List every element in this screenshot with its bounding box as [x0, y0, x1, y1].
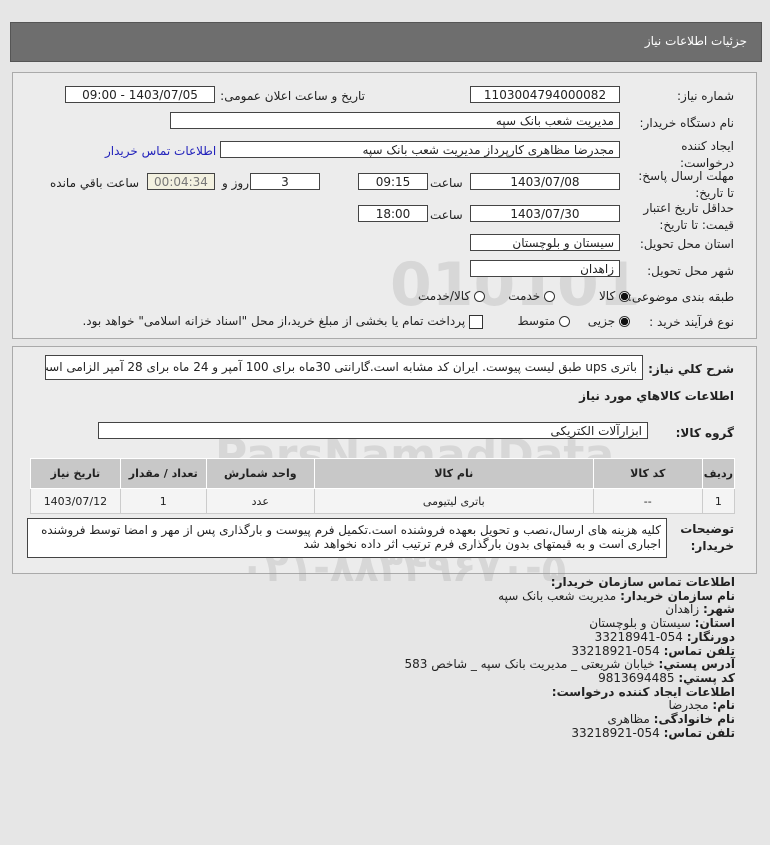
process-medium-radio[interactable]: متوسط	[517, 314, 570, 328]
buyer-label: نام دستگاه خریدار:	[639, 116, 735, 130]
buyer-contact-info: اطلاعات تماس سازمان خریدار: نام سازمان خ…	[404, 575, 736, 740]
category-service-radio[interactable]: خدمت	[508, 289, 555, 303]
creator-field: مجدرضا مظاهری کارپرداز مدیریت شعب بانک س…	[220, 141, 620, 158]
radio-selected-icon[interactable]	[619, 316, 630, 327]
province-label: استان:	[694, 616, 735, 631]
validity-date-field: 1403/07/30	[470, 205, 620, 222]
process-minor-radio[interactable]: جزیی	[588, 314, 630, 328]
creator-label: ایجاد کننده درخواست:	[680, 139, 734, 170]
cell-row: 1	[701, 488, 736, 514]
page-header: جزئیات اطلاعات نیاز	[10, 22, 762, 62]
family-label: نام خانوادگی:	[653, 712, 735, 727]
phone-value: 054-33218921	[571, 643, 660, 658]
city-field: زاهدان	[470, 260, 620, 277]
need-number-label: شماره نیاز:	[677, 89, 734, 103]
process-label: نوع فرآیند خرید :	[649, 315, 734, 329]
radio-icon[interactable]	[559, 316, 570, 327]
postal-label: کد پستي:	[678, 670, 735, 685]
category-label: طبقه بندی موضوعی:	[627, 290, 734, 304]
category-goods-radio[interactable]: کالا	[599, 289, 630, 303]
days-field: 3	[250, 173, 320, 190]
family-value: مظاهری	[607, 712, 650, 727]
cell-unit: عدد	[205, 488, 315, 514]
desc-field: باتری ups طبق لیست پیوست. ایران کد مشابه…	[45, 355, 643, 380]
col-qty: تعداد / مقدار	[119, 458, 207, 489]
group-label: گروه کالا:	[675, 426, 734, 440]
creator-title: اطلاعات ایجاد کننده درخواست:	[551, 684, 735, 699]
city-label: شهر:	[703, 602, 735, 617]
cell-name: باتری لیتیومی	[313, 488, 594, 514]
contact-title: اطلاعات تماس سازمان خریدار:	[550, 575, 735, 589]
need-number-field: 1103004794000082	[470, 86, 620, 103]
address-value: خیابان شریعتی _ مدیریت بانک سپه _ شاخص 5…	[404, 657, 655, 672]
buyer-contact-link[interactable]: اطلاعات تماس خریدار	[105, 144, 217, 158]
name-label: نام:	[712, 698, 735, 713]
name-value: مجدرضا	[668, 698, 709, 713]
deadline-time-field: 09:15	[358, 173, 428, 190]
cell-code: --	[592, 488, 703, 514]
deadline-time-label: ساعت	[430, 176, 463, 190]
phone-label: تلفن تماس:	[663, 643, 735, 658]
goods-title: اطلاعات كالاهاي مورد نياز	[579, 389, 734, 403]
desc-label: شرح كلي نياز:	[648, 362, 734, 376]
announce-label: تاریخ و ساعت اعلان عمومی:	[220, 89, 365, 103]
remaining-label: ساعت باقي مانده	[50, 176, 140, 190]
group-field: ابزارآلات الکتریکی	[98, 422, 648, 439]
col-unit: واحد شمارش	[205, 458, 315, 489]
fax-label: دورنگار:	[686, 629, 735, 644]
cell-qty: 1	[119, 488, 207, 514]
province-field: سیستان و بلوچستان	[470, 234, 620, 251]
buyer-field: مدیریت شعب بانک سپه	[170, 112, 620, 129]
validity-label: حداقل تاریخ اعتبار قیمت: تا تاریخ:	[643, 201, 734, 232]
announce-field: 1403/07/05 - 09:00	[65, 86, 215, 103]
col-date: تاریخ نیاز	[30, 458, 121, 489]
table-header-row: ردیف کد کالا نام کالا واحد شمارش تعداد /…	[30, 458, 736, 489]
col-code: کد کالا	[592, 458, 703, 489]
days-label: روز و	[222, 176, 249, 190]
province-label: استان محل تحویل:	[639, 237, 734, 251]
checkbox-icon[interactable]	[469, 314, 483, 329]
postal-value: 9813694485	[598, 670, 675, 685]
address-label: آدرس پستي:	[658, 657, 735, 672]
deadline-date-field: 1403/07/08	[470, 173, 620, 190]
category-both-radio[interactable]: کالا/خدمت	[418, 289, 485, 303]
cell-date: 1403/07/12	[30, 488, 121, 514]
treasury-checkbox[interactable]: پرداخت تمام یا بخشی از مبلغ خرید،از محل …	[82, 314, 483, 329]
col-row: ردیف	[701, 458, 736, 489]
notes-field: کلیه هزینه های ارسال،نصب و تحویل بعهده ف…	[27, 518, 667, 558]
page-title: جزئیات اطلاعات نیاز	[644, 34, 747, 48]
fax-value: 054-33218941	[594, 629, 683, 644]
col-name: نام کالا	[313, 458, 594, 489]
org-value: مدیریت شعب بانک سپه	[498, 588, 617, 603]
radio-selected-icon[interactable]	[619, 291, 630, 302]
org-label: نام سازمان خریدار:	[620, 588, 735, 603]
radio-icon[interactable]	[544, 291, 555, 302]
creator-phone-label: تلفن تماس:	[663, 725, 735, 740]
table-row: 1 -- باتری لیتیومی عدد 1 1403/07/12	[30, 488, 736, 514]
city-value: زاهدان	[665, 602, 700, 617]
province-value: سیستان و بلوچستان	[589, 616, 691, 631]
radio-icon[interactable]	[474, 291, 485, 302]
creator-phone-value: 054-33218921	[571, 725, 660, 740]
validity-time-field: 18:00	[358, 205, 428, 222]
city-label: شهر محل تحویل:	[647, 264, 734, 278]
goods-table: ردیف کد کالا نام کالا واحد شمارش تعداد /…	[30, 458, 736, 514]
validity-time-label: ساعت	[430, 208, 463, 222]
notes-label: توضیحات خریدار:	[680, 522, 734, 553]
deadline-label: مهلت ارسال پاسخ: تا تاریخ:	[638, 169, 734, 200]
countdown-field: 00:04:34	[147, 173, 215, 190]
